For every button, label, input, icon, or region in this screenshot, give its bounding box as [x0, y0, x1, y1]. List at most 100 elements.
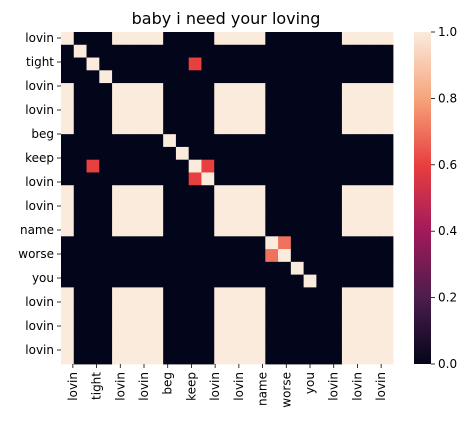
- heatmap-cell: [99, 312, 113, 327]
- heatmap-cell: [86, 146, 100, 161]
- heatmap-cell: [227, 198, 241, 212]
- heatmap-cell: [329, 134, 343, 148]
- heatmap-cell: [354, 198, 368, 212]
- heatmap-cell: [175, 159, 190, 173]
- heatmap-cell: [380, 223, 394, 237]
- heatmap-cell: [341, 83, 356, 97]
- heatmap-cell: [124, 236, 139, 250]
- heatmap-cell: [367, 95, 381, 110]
- heatmap-cell: [86, 287, 100, 301]
- heatmap-cell: [303, 172, 317, 186]
- heatmap-cell: [99, 108, 113, 122]
- heatmap-cell: [367, 83, 381, 97]
- heatmap-cell: [61, 134, 75, 148]
- heatmap-cell: [265, 198, 279, 212]
- heatmap-cell: [163, 236, 177, 250]
- heatmap-cell: [290, 249, 305, 263]
- heatmap-cell: [99, 249, 113, 263]
- heatmap-cell: [227, 95, 241, 110]
- heatmap-cells: [61, 32, 394, 365]
- heatmap-cell: [150, 249, 164, 263]
- heatmap-cell: [86, 198, 100, 212]
- heatmap-cell: [227, 325, 241, 339]
- heatmap-cell: [124, 223, 139, 237]
- heatmap-cell: [227, 44, 241, 58]
- heatmap-cell: [73, 83, 87, 97]
- heatmap-cell: [175, 57, 190, 71]
- heatmap-cell: [112, 121, 126, 135]
- heatmap-cell: [73, 325, 87, 339]
- heatmap-cell: [99, 70, 113, 84]
- heatmap-cell: [329, 261, 343, 276]
- heatmap-cell: [175, 70, 190, 84]
- heatmap-cell: [175, 95, 190, 110]
- heatmap-cell: [380, 159, 394, 173]
- heatmap-cell: [150, 236, 164, 250]
- heatmap-cell: [163, 312, 177, 327]
- heatmap-cell: [150, 134, 164, 148]
- heatmap-cell: [265, 70, 279, 84]
- heatmap-cell: [380, 351, 394, 365]
- heatmap-cell: [99, 198, 113, 212]
- heatmap-cell: [341, 236, 356, 250]
- heatmap-cell: [112, 70, 126, 84]
- heatmap-cell: [188, 83, 202, 97]
- heatmap-cell: [341, 198, 356, 212]
- heatmap-cell: [227, 312, 241, 327]
- heatmap-cell: [86, 325, 100, 339]
- heatmap-cell: [163, 108, 177, 122]
- heatmap-cell: [73, 134, 87, 148]
- heatmap-cell: [303, 325, 317, 339]
- heatmap-cell: [201, 236, 215, 250]
- heatmap-cell: [73, 146, 87, 161]
- heatmap-cell: [354, 287, 368, 301]
- heatmap-cell: [329, 198, 343, 212]
- heatmap-cell: [380, 134, 394, 148]
- heatmap-cell: [175, 249, 190, 263]
- heatmap-cell: [175, 325, 190, 339]
- heatmap-cell: [329, 210, 343, 224]
- heatmap-cell: [175, 44, 190, 58]
- heatmap-cell: [150, 300, 164, 314]
- heatmap-cell: [316, 32, 330, 46]
- heatmap-cell: [303, 338, 317, 352]
- x-tick-label: name: [256, 372, 270, 406]
- heatmap-cell: [201, 312, 215, 327]
- heatmap-cell: [367, 70, 381, 84]
- heatmap-cell: [150, 108, 164, 122]
- heatmap-cell: [341, 312, 356, 327]
- heatmap-cell: [303, 95, 317, 110]
- heatmap-cell: [175, 134, 190, 148]
- heatmap-cell: [239, 338, 253, 352]
- heatmap-cell: [316, 159, 330, 173]
- heatmap-cell: [227, 159, 241, 173]
- heatmap-cell: [175, 210, 190, 224]
- heatmap-cell: [61, 83, 75, 97]
- heatmap-cell: [137, 172, 151, 186]
- heatmap-cell: [61, 249, 75, 263]
- heatmap-cell: [354, 32, 368, 46]
- heatmap-cell: [163, 95, 177, 110]
- heatmap-cell: [341, 210, 356, 224]
- heatmap-cell: [175, 146, 190, 161]
- heatmap-cell: [380, 172, 394, 186]
- heatmap-cell: [227, 121, 241, 135]
- heatmap-cell: [290, 95, 305, 110]
- heatmap-cell: [73, 351, 87, 365]
- colorbar-tick-label: 0.4: [438, 224, 457, 238]
- heatmap-cell: [188, 210, 202, 224]
- heatmap-cell: [367, 159, 381, 173]
- heatmap-cell: [188, 134, 202, 148]
- heatmap-cell: [265, 338, 279, 352]
- heatmap-cell: [124, 146, 139, 161]
- heatmap-cell: [316, 70, 330, 84]
- y-tick-label: lovin: [25, 31, 54, 45]
- heatmap-cell: [367, 121, 381, 135]
- heatmap-cell: [214, 351, 228, 365]
- heatmap-cell: [341, 185, 356, 199]
- heatmap-cell: [112, 32, 126, 46]
- heatmap-cell: [214, 185, 228, 199]
- heatmap-cell: [341, 223, 356, 237]
- heatmap-cell: [227, 185, 241, 199]
